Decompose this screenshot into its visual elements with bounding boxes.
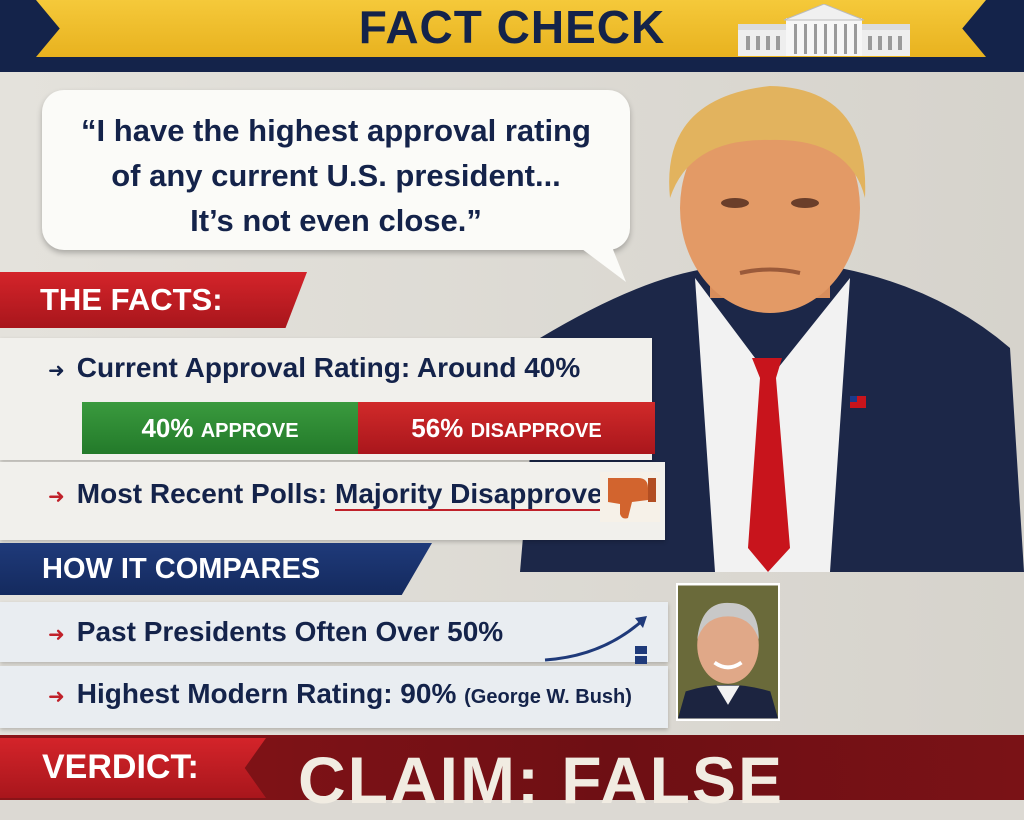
disapprove-label: DISAPPROVE <box>470 420 602 442</box>
past-presidents-row: ➜ Past Presidents Often Over 50% <box>48 616 503 648</box>
arrow-bullet-icon: ➜ <box>48 686 65 708</box>
compare-panel <box>0 602 668 662</box>
current-approval-row: ➜ Current Approval Rating: Around 40% <box>48 352 580 384</box>
compare-heading: HOW IT COMPARES <box>0 543 432 595</box>
quote-line: of any current U.S. president... <box>111 158 561 193</box>
polls-value: Majority Disapprove <box>335 478 603 511</box>
highest-rating-text: Highest Modern Rating: 90% <box>76 678 457 709</box>
approve-percent: 40% <box>141 413 194 443</box>
past-presidents-text: Past Presidents Often Over 50% <box>76 616 504 647</box>
arrow-bullet-icon: ➜ <box>48 624 65 646</box>
page-title: FACT CHECK <box>358 1 666 53</box>
arrow-bullet-icon: ➜ <box>48 486 65 508</box>
approve-label: APPROVE <box>200 420 299 442</box>
quote-line: “I have the highest approval rating <box>81 113 591 148</box>
thumbs-down-icon <box>600 472 660 522</box>
polls-row: ➜ Most Recent Polls: Majority Disapprove <box>48 478 603 511</box>
current-approval-text: Current Approval Rating: Around 40% <box>76 352 581 383</box>
highest-rating-note: (George W. Bush) <box>464 686 632 708</box>
approve-bar: 40% APPROVE <box>82 402 358 454</box>
george-bush-photo <box>676 583 780 721</box>
polls-panel <box>0 462 665 540</box>
quote-bubble: “I have the highest approval rating of a… <box>42 90 630 250</box>
verdict-label: VERDICT: <box>0 738 266 798</box>
white-house-icon <box>738 4 910 56</box>
trend-up-icon <box>544 616 647 664</box>
disapprove-percent: 56% <box>411 413 464 443</box>
highest-rating-row: ➜ Highest Modern Rating: 90% (George W. B… <box>48 678 632 710</box>
arrow-bullet-icon: ➜ <box>48 360 65 382</box>
highest-rating-panel <box>0 666 668 728</box>
quote-line: It’s not even close.” <box>190 203 482 238</box>
verdict-claim: CLAIM: FALSE <box>298 743 784 817</box>
disapprove-bar: 56% DISAPPROVE <box>358 402 655 454</box>
polls-label: Most Recent Polls: <box>76 478 328 509</box>
facts-heading: THE FACTS: <box>0 272 307 328</box>
